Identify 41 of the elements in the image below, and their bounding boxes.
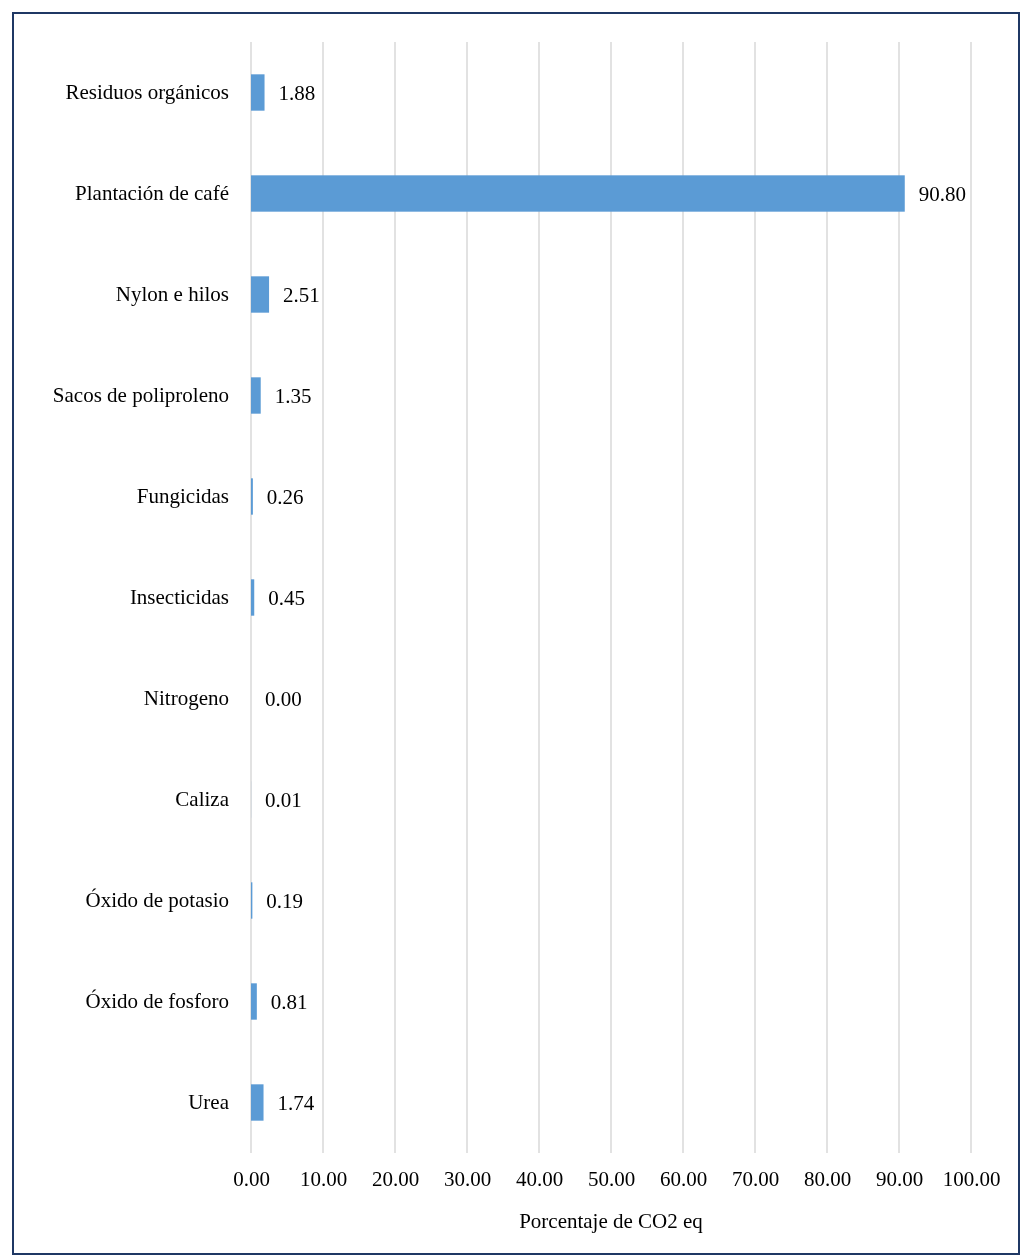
x-tick-label: 100.00 bbox=[942, 1166, 1001, 1191]
data-label: 2.51 bbox=[283, 282, 320, 307]
y-tick-label: Nylon e hilos bbox=[115, 282, 229, 307]
data-label: 1.74 bbox=[277, 1090, 315, 1115]
y-tick-label: Óxido de fosforo bbox=[85, 989, 229, 1014]
x-tick-label: 90.00 bbox=[875, 1166, 924, 1191]
x-axis-title: Porcentaje de CO2 eq bbox=[519, 1209, 704, 1233]
data-label: 1.35 bbox=[274, 383, 312, 408]
bar bbox=[251, 983, 257, 1020]
bar bbox=[251, 377, 261, 414]
x-tick-label: 10.00 bbox=[299, 1166, 348, 1191]
data-label: 0.45 bbox=[268, 585, 305, 610]
y-tick-label: Óxido de potasio bbox=[85, 888, 229, 913]
bar bbox=[251, 579, 255, 616]
y-tick-label: Insecticidas bbox=[129, 585, 229, 610]
data-label: 1.88 bbox=[278, 80, 316, 105]
data-label: 0.01 bbox=[265, 787, 302, 812]
y-tick-label: Nitrogeno bbox=[143, 686, 229, 711]
bar bbox=[251, 175, 905, 212]
data-label: 0.26 bbox=[266, 484, 304, 509]
x-tick-label: 30.00 bbox=[443, 1166, 492, 1191]
x-tick-label: 20.00 bbox=[371, 1166, 420, 1191]
x-tick-label: 40.00 bbox=[515, 1166, 564, 1191]
y-tick-label: Residuos orgánicos bbox=[65, 80, 229, 105]
y-tick-label: Fungicidas bbox=[136, 484, 229, 509]
data-label: 0.81 bbox=[270, 989, 308, 1014]
y-tick-label: Urea bbox=[188, 1090, 230, 1115]
bar bbox=[251, 74, 265, 111]
y-tick-label: Caliza bbox=[175, 787, 230, 812]
data-label: 0.00 bbox=[265, 686, 302, 711]
bar bbox=[251, 1084, 264, 1121]
x-tick-label: 70.00 bbox=[731, 1166, 780, 1191]
x-tick-label: 50.00 bbox=[587, 1166, 636, 1191]
data-label: 90.80 bbox=[918, 181, 967, 206]
x-tick-label: 60.00 bbox=[659, 1166, 708, 1191]
y-tick-label: Sacos de poliproleno bbox=[52, 383, 229, 408]
x-tick-label: 0.00 bbox=[233, 1166, 270, 1191]
data-label: 0.19 bbox=[266, 888, 304, 913]
y-tick-label: Plantación de café bbox=[75, 181, 229, 206]
bar bbox=[251, 276, 270, 313]
x-tick-label: 80.00 bbox=[803, 1166, 852, 1191]
